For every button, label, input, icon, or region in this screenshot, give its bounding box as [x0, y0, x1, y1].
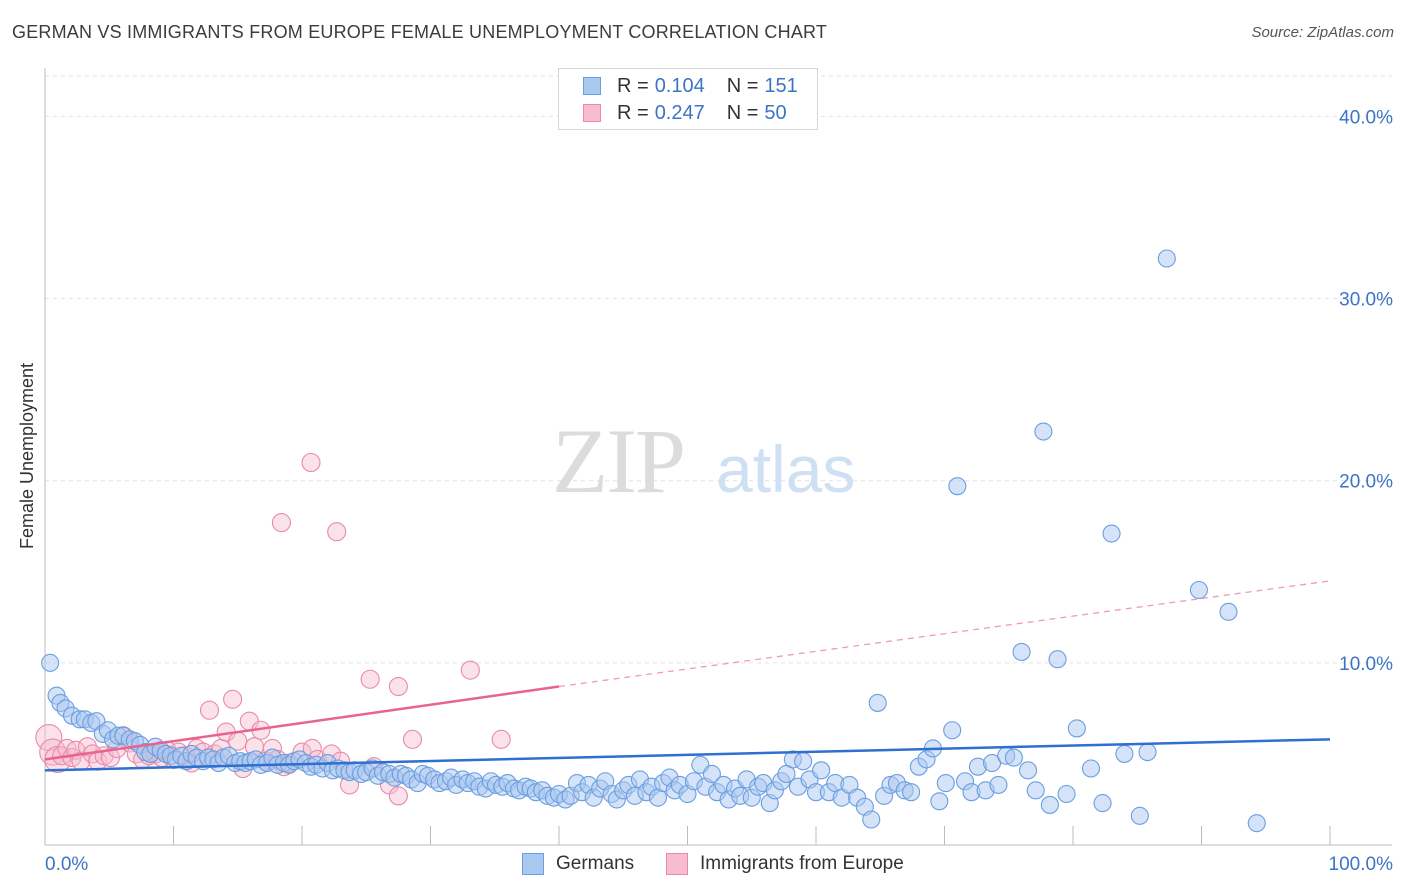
legend-n-value: 151 [764, 74, 798, 97]
germans-point [930, 792, 949, 811]
y-tick-label: 40.0% [1339, 107, 1393, 128]
germans-point [1130, 806, 1149, 825]
germans-point [982, 753, 1002, 773]
source-label: Source: ZipAtlas.com [1251, 24, 1394, 41]
immigrants-point [388, 786, 408, 806]
legend-row-germans: R = 0.104 N = 151 [583, 74, 798, 98]
immigrants-point [223, 689, 243, 709]
immigrants-trend-line [44, 685, 560, 761]
germans-point [1093, 794, 1112, 813]
germans-point [1067, 719, 1086, 738]
germans-point [1048, 650, 1067, 669]
immigrants-point [402, 729, 423, 749]
legend-r-label: R = [617, 101, 649, 124]
germans-point [1012, 642, 1031, 661]
immigrants-trend-extension [558, 580, 1331, 688]
chart-title: GERMAN VS IMMIGRANTS FROM EUROPE FEMALE … [12, 22, 828, 42]
germans-point [1034, 422, 1053, 441]
legend-n-label: N = [726, 74, 759, 97]
legend-n-value: 50 [764, 101, 787, 124]
axes [44, 68, 1392, 846]
germans-point [943, 721, 962, 740]
germans-point [794, 752, 813, 771]
germans-point [1219, 602, 1238, 621]
watermark-zip: ZIP [552, 410, 684, 512]
bottom-legend-immigrants: Immigrants from Europe [666, 852, 904, 876]
germans-point [1081, 759, 1101, 778]
bottom-legend-label-immigrants: Immigrants from Europe [700, 853, 904, 874]
germans-point [1189, 580, 1208, 600]
legend-r-value: 0.247 [654, 101, 705, 124]
bottom-legend-label-germans: Germans [556, 853, 635, 874]
gridlines [45, 75, 1392, 664]
legend-swatch-immigrants [583, 104, 601, 122]
germans-point [1040, 795, 1059, 814]
immigrants-point [199, 700, 220, 720]
bottom-legend-swatch-immigrants [666, 853, 688, 875]
immigrants-point [491, 729, 511, 749]
germans-point [989, 775, 1008, 794]
germans-point [948, 477, 967, 496]
germans-point [812, 761, 831, 780]
trend-lines [44, 580, 1331, 772]
germans-point [936, 774, 955, 793]
germans-point [1102, 524, 1121, 543]
germans-point [1057, 784, 1076, 804]
correlation-legend: R = 0.104 N = 151 R = 0.247 N = 50 [558, 68, 818, 130]
germans-point [1026, 781, 1045, 800]
y-tick-label: 30.0% [1339, 290, 1393, 311]
watermark-atlas: atlas [716, 432, 855, 506]
germans-point [1247, 814, 1266, 833]
germans-point [902, 783, 921, 802]
germans-trend-line [44, 738, 1331, 772]
germans-point [41, 653, 60, 672]
germans-point [1115, 744, 1134, 763]
immigrants-point [460, 660, 480, 680]
germans-point [868, 693, 887, 712]
legend-r-label: R = [617, 74, 649, 97]
watermark: ZIP atlas [552, 410, 855, 512]
immigrants-point [327, 522, 347, 542]
germans-point [1004, 748, 1023, 767]
x-tick-label: 100.0% [1329, 854, 1394, 875]
legend-n-label: N = [726, 101, 759, 124]
germans-point [702, 764, 721, 784]
germans-point [1018, 761, 1038, 780]
germans-point [862, 810, 881, 829]
immigrants-point [388, 676, 408, 697]
bottom-legend-germans: Germans [522, 852, 634, 876]
legend-swatch-germans [583, 77, 601, 95]
y-tick-label: 10.0% [1339, 654, 1393, 675]
legend-r-value: 0.104 [654, 74, 705, 97]
x-tick-label: 0.0% [45, 854, 88, 875]
germans-point [1138, 743, 1157, 762]
y-axis-label: Female Unemployment [17, 363, 37, 549]
immigrants-point [360, 669, 380, 689]
germans-point [1157, 249, 1176, 268]
immigrants-point [271, 513, 291, 533]
tick-labels: 10.0% 20.0% 30.0% 40.0% 0.0% 100.0% [45, 107, 1393, 875]
y-tick-label: 20.0% [1339, 472, 1393, 493]
legend-row-immigrants: R = 0.247 N = 50 [583, 101, 787, 125]
bottom-legend-swatch-germans [522, 853, 544, 875]
immigrants-point [301, 452, 321, 473]
